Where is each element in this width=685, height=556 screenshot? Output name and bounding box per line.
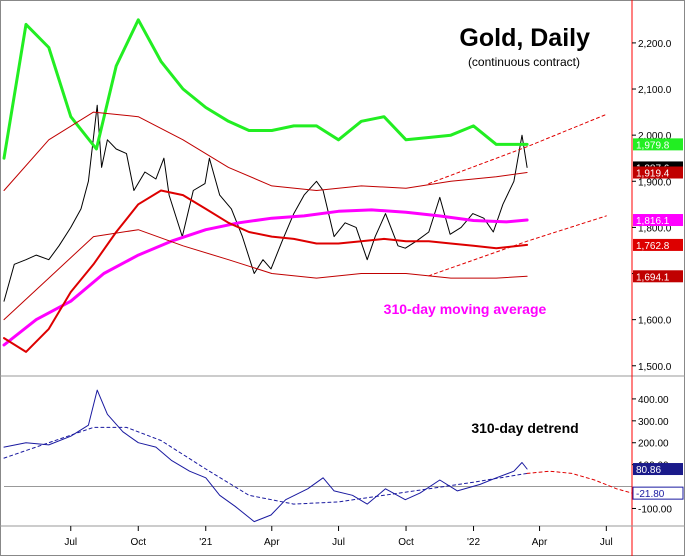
- detrend-tick-label: -100.00: [638, 504, 672, 515]
- price-tick-label: 1,500.0: [638, 362, 672, 373]
- x-tick-label: '21: [199, 537, 212, 548]
- detrend-tick-label: 300.00: [638, 417, 669, 428]
- x-tick-label: Oct: [130, 537, 146, 548]
- price-tick-label: 1,800.0: [638, 223, 672, 234]
- price-tick-label: 1,900.0: [638, 177, 672, 188]
- x-tick-label: Jul: [332, 537, 345, 548]
- last-value-tag: [633, 214, 683, 227]
- x-tick-label: Apr: [532, 537, 548, 548]
- lower-channel-projection-line: [428, 215, 607, 277]
- detrend-line: [3, 389, 528, 523]
- moving-average-annotation: 310-day moving average: [384, 301, 547, 317]
- x-tick-label: '22: [467, 537, 480, 548]
- x-tick-label: Oct: [398, 537, 414, 548]
- last-value-tag: [633, 166, 683, 179]
- detrend-tick-label: 400.00: [638, 395, 669, 406]
- price-tick-label: 2,000.0: [638, 131, 672, 142]
- lower-channel-line: [3, 229, 528, 321]
- last-value-label: 1,919.4: [636, 169, 670, 180]
- last-value-label: 1,694.1: [636, 272, 670, 283]
- chart-title: Gold, Daily: [459, 24, 590, 52]
- last-value-tag: [633, 270, 683, 283]
- detrend-annotation: 310-day detrend: [471, 420, 578, 436]
- last-value-label: 80.86: [636, 465, 661, 476]
- detrend-tick-label: 200.00: [638, 439, 669, 450]
- last-value-tag: [633, 463, 683, 476]
- 310-day-moving-average-line: [2, 208, 529, 347]
- price-line: [3, 104, 528, 302]
- projection-line: [526, 470, 633, 494]
- smoothed-cycle-line: [3, 426, 528, 505]
- last-value-label: -21.80: [636, 489, 665, 500]
- last-value-tag: [632, 486, 684, 500]
- price-tick-label: 2,200.0: [638, 39, 672, 50]
- last-value-tag: [633, 238, 683, 251]
- chart-subtitle: (continuous contract): [468, 55, 580, 69]
- upper-channel-line: [3, 111, 528, 191]
- last-value-label: 1,816.1: [636, 216, 670, 227]
- last-value-tag: [633, 138, 683, 151]
- upper-channel-projection-line: [428, 113, 607, 185]
- price-tick-label: 2,100.0: [638, 85, 672, 96]
- x-tick-label: Apr: [264, 537, 280, 548]
- x-tick-label: Jul: [64, 537, 77, 548]
- lower-envelope-line: [3, 189, 529, 353]
- upper-envelope-line: [2, 18, 529, 160]
- x-tick-label: Jul: [600, 537, 613, 548]
- price-tick-label: 1,600.0: [638, 316, 672, 327]
- last-value-label: 1,762.8: [636, 241, 670, 252]
- last-value-label: 1,979.8: [636, 140, 670, 151]
